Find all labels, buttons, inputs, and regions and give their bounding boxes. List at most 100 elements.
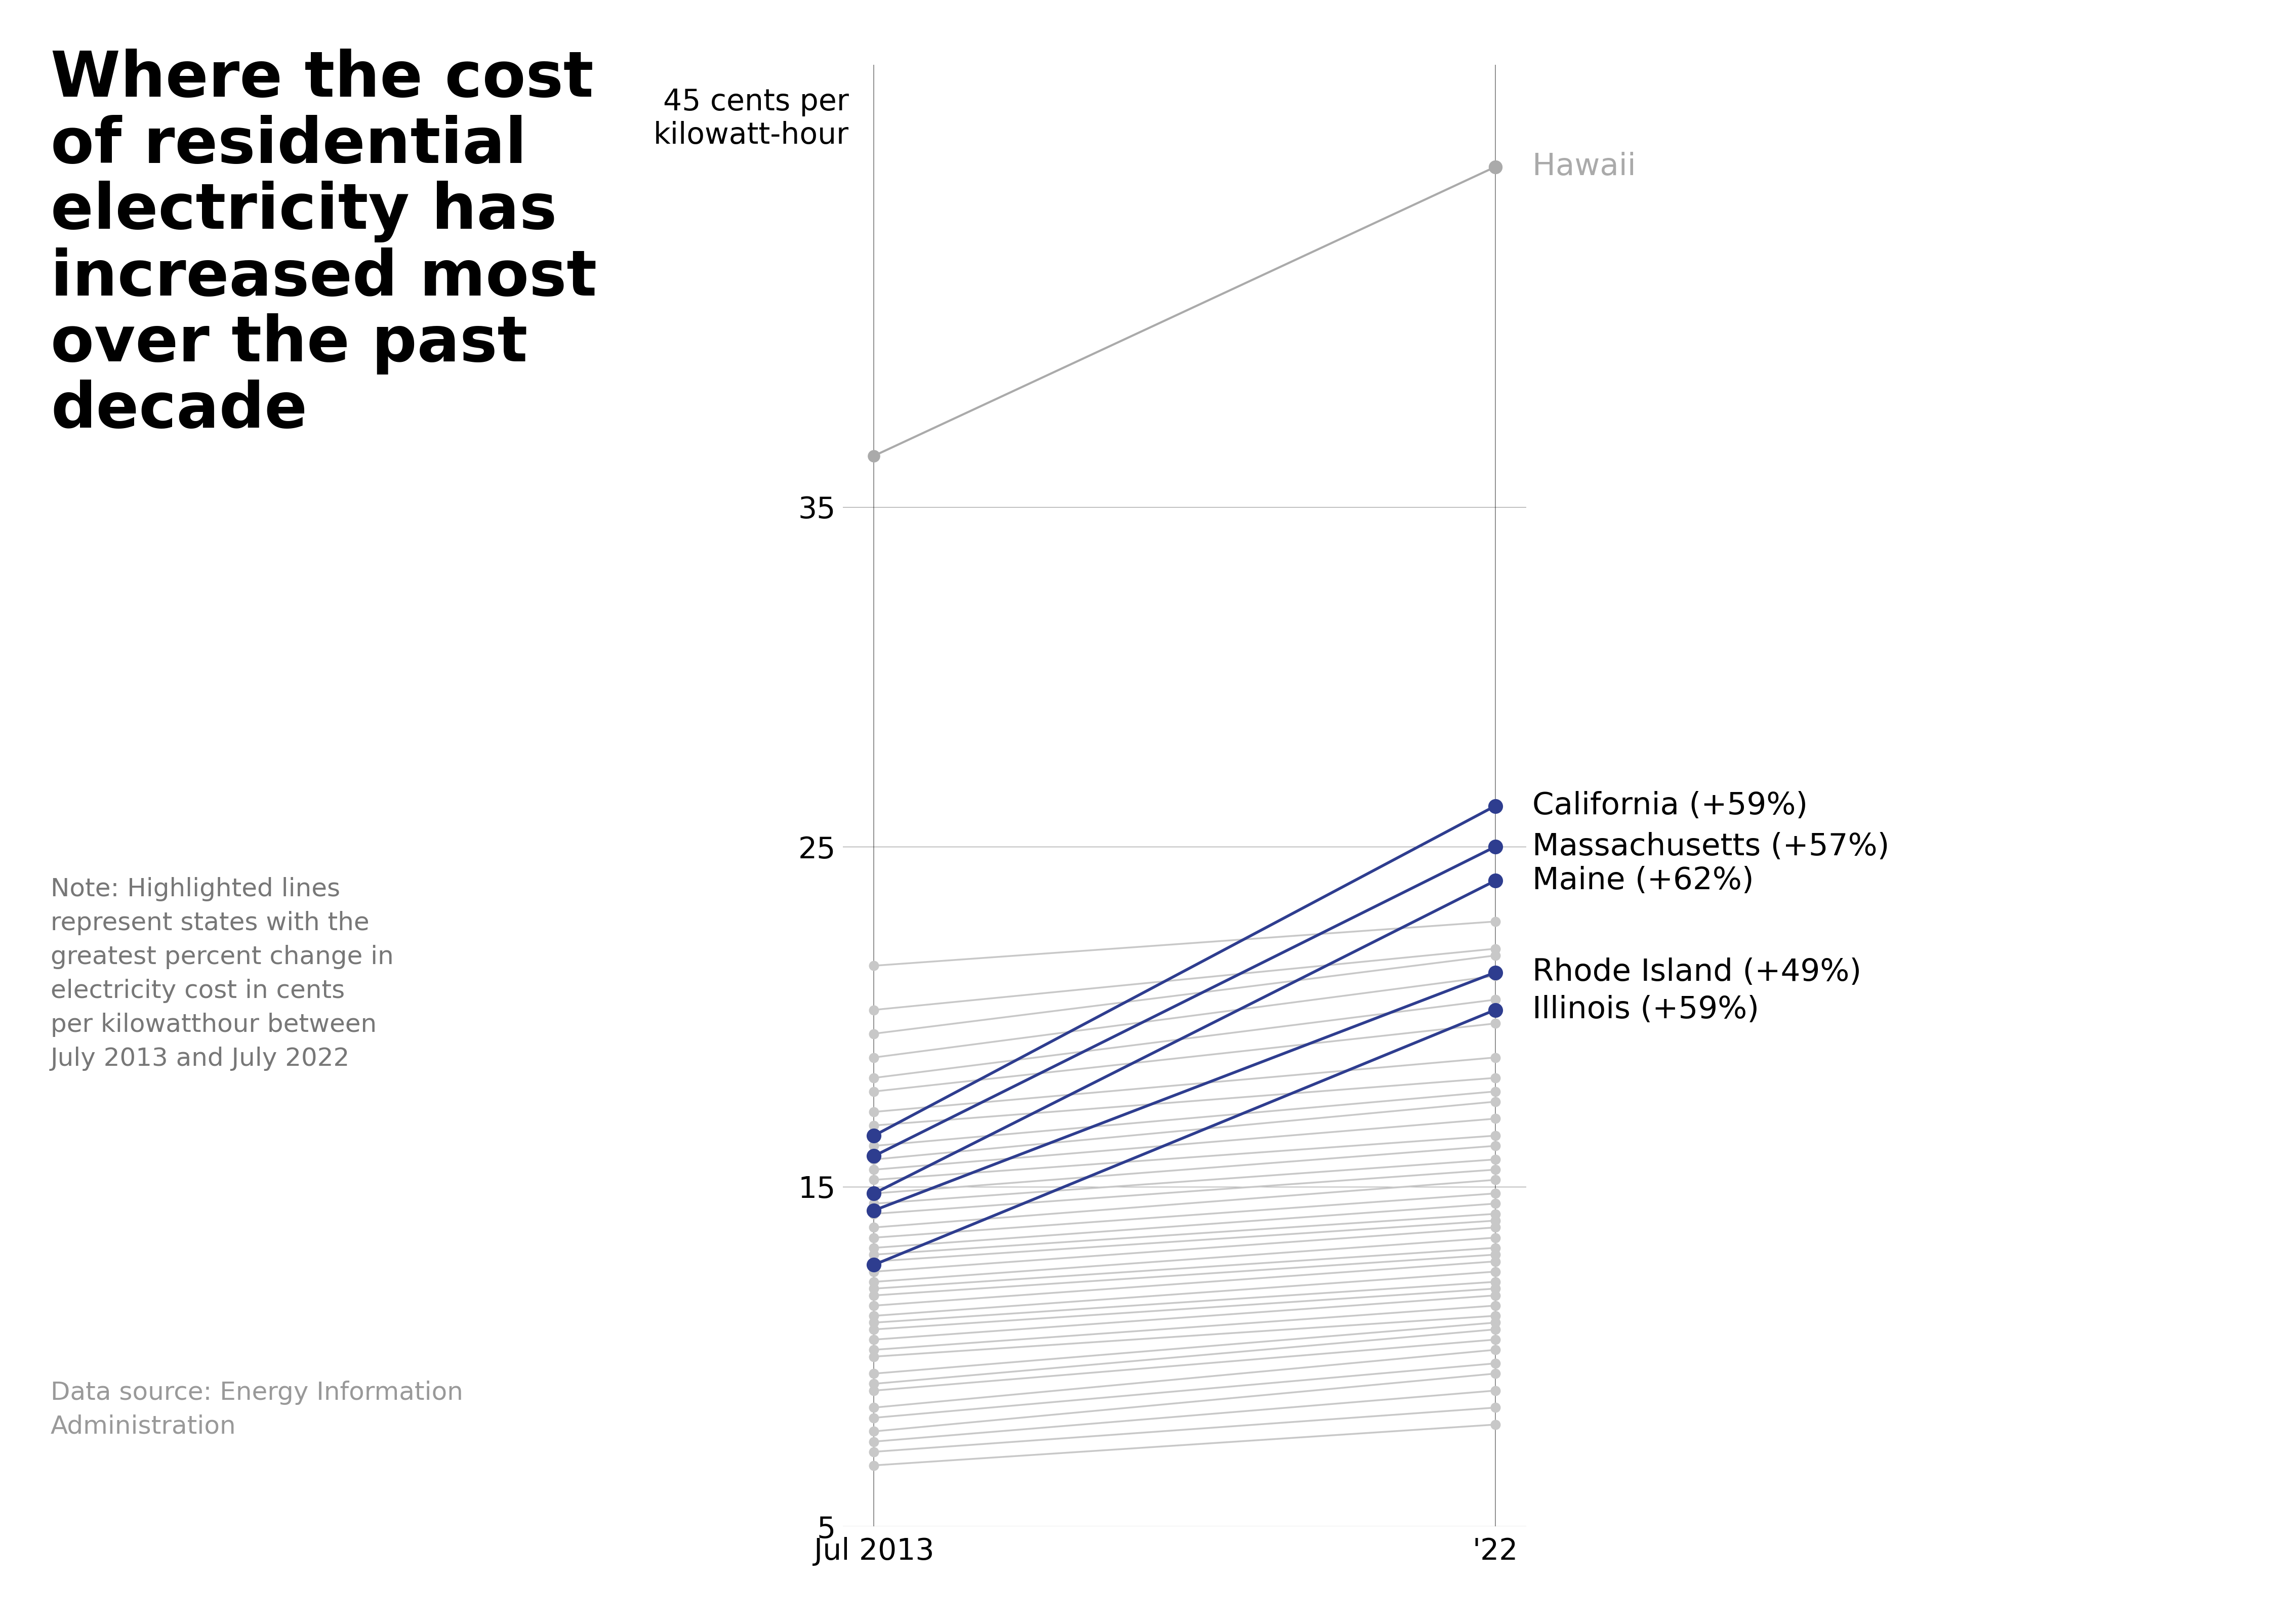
Point — [1476, 1327, 1513, 1353]
Text: 45 cents per
kilowatt-hour: 45 cents per kilowatt-hour — [654, 88, 850, 149]
Point — [857, 1122, 893, 1148]
Point — [857, 1147, 893, 1173]
Point — [857, 1156, 893, 1182]
Point — [1476, 1249, 1513, 1275]
Point — [1476, 1302, 1513, 1328]
Point — [857, 1337, 893, 1363]
Point — [1476, 908, 1513, 934]
Point — [857, 1343, 893, 1369]
Point — [1476, 1010, 1513, 1036]
Point — [1476, 1283, 1513, 1309]
Text: California (+59%): California (+59%) — [1533, 791, 1809, 820]
Point — [857, 1377, 893, 1403]
Point — [857, 1309, 893, 1335]
Point — [1476, 1106, 1513, 1132]
Point — [1476, 1078, 1513, 1104]
Point — [857, 1065, 893, 1091]
Point — [857, 1405, 893, 1431]
Point — [1476, 1351, 1513, 1377]
Point — [1476, 987, 1513, 1013]
Text: Illinois (+59%): Illinois (+59%) — [1533, 996, 1759, 1025]
Point — [857, 1168, 893, 1194]
Point — [1476, 1147, 1513, 1173]
Point — [857, 1181, 893, 1207]
Point — [857, 1452, 893, 1478]
Point — [857, 1190, 893, 1216]
Point — [1476, 1242, 1513, 1268]
Point — [1476, 935, 1513, 961]
Point — [1476, 1215, 1513, 1241]
Point — [857, 1371, 893, 1397]
Point — [1476, 1234, 1513, 1260]
Point — [1476, 1293, 1513, 1319]
Point — [857, 1439, 893, 1465]
Point — [857, 1293, 893, 1319]
Point — [1476, 1337, 1513, 1363]
Point — [1476, 1259, 1513, 1285]
Point — [857, 1259, 893, 1285]
Point — [1476, 1181, 1513, 1207]
Point — [1476, 963, 1513, 989]
Text: Data source: Energy Information
Administration: Data source: Energy Information Administ… — [50, 1380, 462, 1439]
Point — [857, 1044, 893, 1070]
Point — [857, 1143, 893, 1169]
Point — [857, 1099, 893, 1125]
Text: Hawaii: Hawaii — [1533, 153, 1636, 182]
Point — [857, 1429, 893, 1455]
Point — [1476, 1275, 1513, 1301]
Point — [1476, 1065, 1513, 1091]
Point — [857, 1327, 893, 1353]
Point — [1476, 1088, 1513, 1114]
Point — [1476, 1395, 1513, 1421]
Point — [857, 1224, 893, 1250]
Text: Rhode Island (+49%): Rhode Island (+49%) — [1533, 958, 1861, 987]
Text: Where the cost
of residential
electricity has
increased most
over the past
decad: Where the cost of residential electricit… — [50, 49, 597, 440]
Point — [857, 1021, 893, 1047]
Point — [857, 1078, 893, 1104]
Point — [1476, 997, 1513, 1023]
Point — [857, 1249, 893, 1275]
Point — [1476, 793, 1513, 818]
Point — [857, 1361, 893, 1387]
Point — [857, 1200, 893, 1226]
Point — [1476, 1377, 1513, 1403]
Point — [1476, 1044, 1513, 1070]
Point — [857, 1242, 893, 1268]
Point — [1476, 833, 1513, 859]
Text: Massachusetts (+57%): Massachusetts (+57%) — [1533, 831, 1888, 862]
Point — [857, 1215, 893, 1241]
Text: Maine (+62%): Maine (+62%) — [1533, 866, 1754, 896]
Point — [857, 1197, 893, 1223]
Point — [857, 1317, 893, 1343]
Point — [1476, 942, 1513, 968]
Point — [1476, 1208, 1513, 1234]
Point — [857, 1418, 893, 1444]
Point — [1476, 1168, 1513, 1194]
Point — [1476, 1411, 1513, 1437]
Point — [1476, 1268, 1513, 1294]
Point — [1476, 1122, 1513, 1148]
Point — [857, 997, 893, 1023]
Point — [857, 1234, 893, 1260]
Point — [1476, 867, 1513, 893]
Point — [857, 1395, 893, 1421]
Point — [1476, 1200, 1513, 1226]
Point — [857, 1112, 893, 1138]
Point — [1476, 154, 1513, 180]
Point — [1476, 960, 1513, 986]
Point — [1476, 1134, 1513, 1160]
Point — [857, 1283, 893, 1309]
Text: Note: Highlighted lines
represent states with the
greatest percent change in
ele: Note: Highlighted lines represent states… — [50, 877, 394, 1070]
Point — [1476, 1317, 1513, 1343]
Point — [857, 1302, 893, 1328]
Point — [857, 1252, 893, 1278]
Point — [857, 1268, 893, 1294]
Point — [1476, 1190, 1513, 1216]
Point — [857, 1181, 893, 1207]
Point — [1476, 1309, 1513, 1335]
Point — [857, 1275, 893, 1301]
Point — [1476, 1224, 1513, 1250]
Point — [857, 443, 893, 469]
Point — [1476, 1361, 1513, 1387]
Point — [857, 953, 893, 979]
